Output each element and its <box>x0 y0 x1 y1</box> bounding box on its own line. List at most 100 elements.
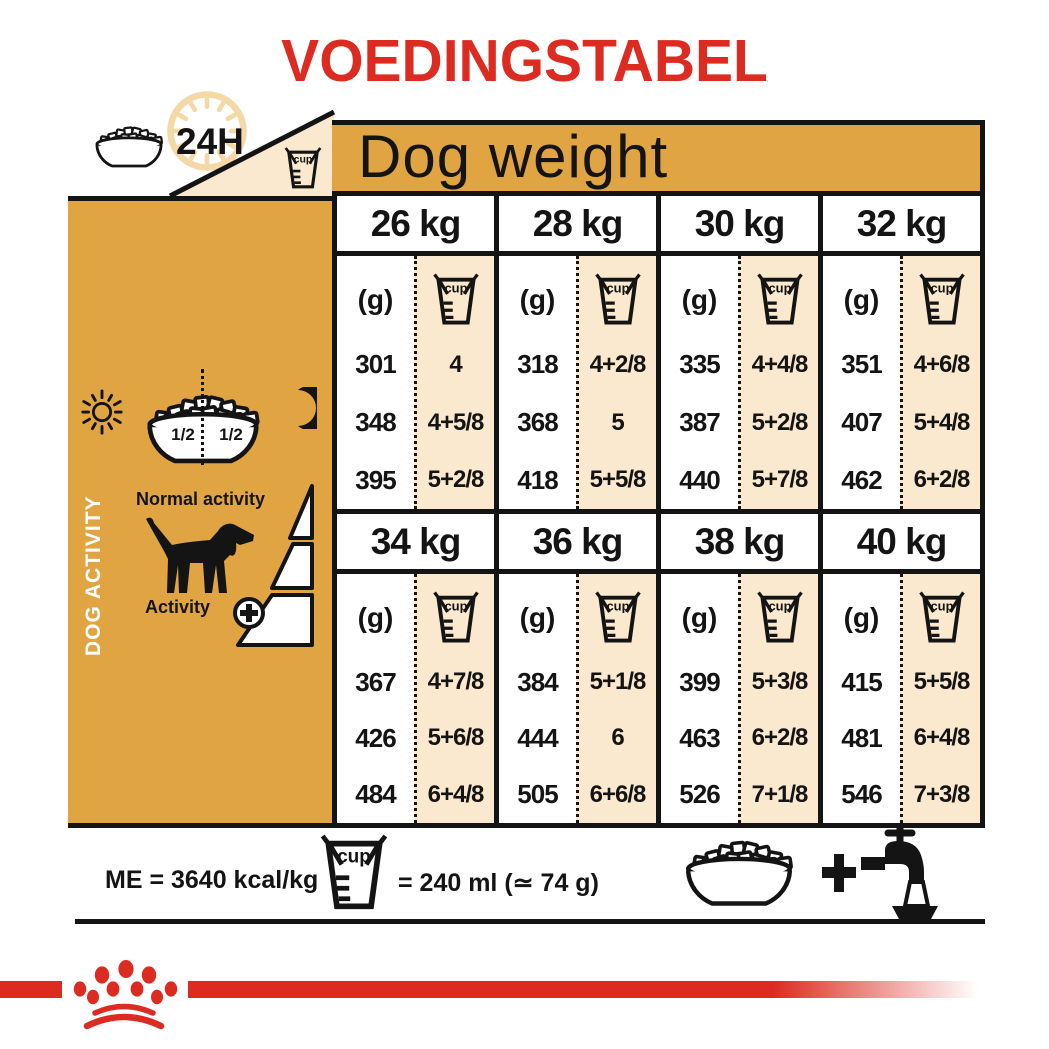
feeding-table: 26 kg 28 kg 30 kg 32 kg (g) 301 348 395 cup 4 4+5/… <box>332 196 985 828</box>
cups-subcolumn: cup 5+1/8 6 6+6/8 <box>576 574 656 823</box>
grams-value: 367 <box>355 666 396 697</box>
measuring-cup-icon: cup <box>594 591 641 643</box>
weight-header-row: 26 kg 28 kg 30 kg 32 kg <box>337 196 980 256</box>
grams-value: 368 <box>517 407 558 437</box>
cups-subcolumn: cup 4+6/8 5+4/8 6+2/8 <box>900 256 980 509</box>
me-energy-label: ME = 3640 kcal/kg <box>105 866 319 894</box>
grams-unit-label: (g) <box>519 602 556 633</box>
cups-value: 5+2/8 <box>751 408 809 436</box>
brand-stripe <box>188 981 978 998</box>
grams-unit-label: (g) <box>843 284 880 315</box>
weight-header: 30 kg <box>661 196 823 251</box>
weight-column: (g) 301 348 395 cup 4 4+5/8 5+2/8 <box>337 256 499 509</box>
cups-value: 6 <box>611 724 624 752</box>
day-night-split-line <box>201 369 204 465</box>
kibble-bowl-icon <box>84 122 174 174</box>
cups-value: 4+5/8 <box>427 408 485 436</box>
cups-value: 6+2/8 <box>913 466 971 494</box>
footer-divider <box>75 919 985 924</box>
activity-label: Activity <box>145 597 211 617</box>
data-row: (g) 367 426 484 cup 4+7/8 5+6/8 6+4/8 (g) 384 444 5… <box>337 574 980 823</box>
badge-24h: 24H <box>176 121 244 162</box>
dog-weight-header: Dog weight <box>332 120 985 196</box>
grams-subcolumn: (g) 301 348 395 <box>337 256 414 509</box>
cups-value: 5+1/8 <box>589 668 647 696</box>
svg-text:cup: cup <box>337 847 371 868</box>
measuring-cup-icon: cup <box>284 147 322 189</box>
brand-stripe-left <box>0 981 62 998</box>
activity-plus-icon <box>233 597 265 629</box>
weight-column: (g) 318 368 418 cup 4+2/8 5 5+5/8 <box>499 256 661 509</box>
dog-silhouette-icon <box>146 517 254 593</box>
page-title: VOEDINGSTABEL <box>281 27 768 95</box>
water-tap-icon <box>861 824 938 922</box>
sun-icon <box>81 389 123 435</box>
measuring-cup-icon: cup <box>594 273 641 325</box>
table-sections: 26 kg 28 kg 30 kg 32 kg (g) 301 348 395 cup 4 4+5/… <box>337 196 980 823</box>
grams-value: 481 <box>841 722 882 753</box>
svg-text:cup: cup <box>930 280 953 295</box>
measuring-cup-icon: cup <box>918 273 965 325</box>
grams-value: 462 <box>841 464 882 495</box>
svg-text:cup: cup <box>768 280 791 295</box>
svg-text:cup: cup <box>294 154 313 166</box>
half-night-label: 1/2 <box>219 425 243 444</box>
weight-header-row: 34 kg 36 kg 38 kg 40 kg <box>337 514 980 574</box>
cups-value: 4+2/8 <box>589 350 647 378</box>
grams-value: 351 <box>841 349 882 380</box>
weight-column: (g) 351 407 462 cup 4+6/8 5+4/8 6+2/8 <box>823 256 980 509</box>
grams-subcolumn: (g) 351 407 462 <box>823 256 900 509</box>
plus-icon <box>822 854 856 892</box>
weight-header: 34 kg <box>337 514 499 569</box>
grams-subcolumn: (g) 399 463 526 <box>661 574 738 823</box>
normal-activity-label: Normal activity <box>136 489 266 509</box>
weight-header: 28 kg <box>499 196 661 251</box>
measuring-cup-icon: cup <box>756 273 803 325</box>
cups-value: 5+2/8 <box>427 466 485 494</box>
svg-text:cup: cup <box>768 598 791 613</box>
clock-24h-icon <box>167 91 247 171</box>
cups-value: 5 <box>611 408 624 436</box>
cups-value: 5+6/8 <box>427 724 485 752</box>
grams-unit-label: (g) <box>681 602 718 633</box>
dog-weight-label: Dog weight <box>358 122 669 190</box>
svg-text:cup: cup <box>606 598 629 613</box>
weight-header: 32 kg <box>823 196 980 251</box>
cups-value: 6+4/8 <box>913 724 971 752</box>
svg-text:cup: cup <box>444 280 467 295</box>
grams-unit-label: (g) <box>357 284 394 315</box>
grams-value: 301 <box>355 349 396 380</box>
grams-value: 399 <box>679 666 720 697</box>
cups-value: 4+7/8 <box>427 668 485 696</box>
weight-header: 38 kg <box>661 514 823 569</box>
half-day-label: 1/2 <box>171 425 195 444</box>
cups-value: 7+1/8 <box>751 780 809 808</box>
weight-column: (g) 384 444 505 cup 5+1/8 6 6+6/8 <box>499 574 661 823</box>
grams-subcolumn: (g) 384 444 505 <box>499 574 576 823</box>
cups-value: 4+6/8 <box>913 350 971 378</box>
grams-value: 505 <box>517 779 558 810</box>
svg-text:cup: cup <box>930 598 953 613</box>
cups-subcolumn: cup 4 4+5/8 5+2/8 <box>414 256 494 509</box>
cups-value: 5+7/8 <box>751 466 809 494</box>
cups-value: 6+2/8 <box>751 724 809 752</box>
cups-value: 4+4/8 <box>751 350 809 378</box>
cup-equivalence-label: = 240 ml (≃ 74 g) <box>398 869 599 897</box>
weight-header: 40 kg <box>823 514 980 569</box>
grams-value: 387 <box>679 407 720 437</box>
grams-subcolumn: (g) 367 426 484 <box>337 574 414 823</box>
grams-subcolumn: (g) 318 368 418 <box>499 256 576 509</box>
cups-value: 6+4/8 <box>427 780 485 808</box>
grams-unit-label: (g) <box>519 284 556 315</box>
grams-value: 440 <box>679 464 720 495</box>
cups-value: 6+6/8 <box>589 780 647 808</box>
grams-value: 384 <box>517 666 558 697</box>
grams-value: 546 <box>841 779 882 810</box>
grams-value: 395 <box>355 464 396 495</box>
grams-unit-label: (g) <box>681 284 718 315</box>
grams-value: 426 <box>355 722 396 753</box>
grams-value: 444 <box>517 722 558 753</box>
activity-steps-icon <box>236 484 314 647</box>
svg-text:cup: cup <box>444 598 467 613</box>
